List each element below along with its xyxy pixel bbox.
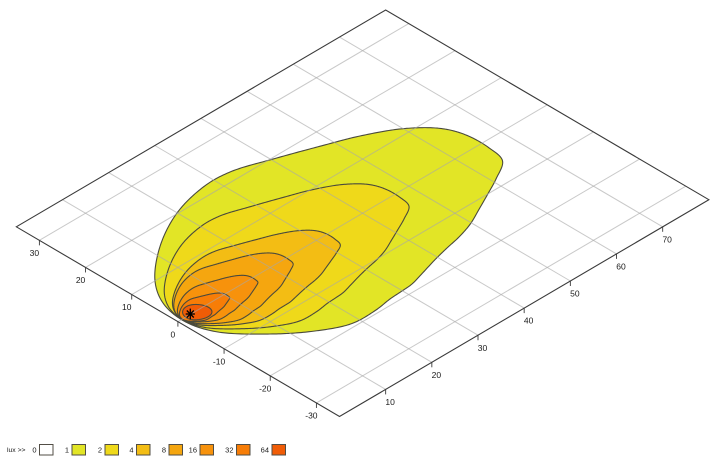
- svg-text:-30: -30: [305, 411, 318, 421]
- svg-text:0: 0: [32, 446, 36, 455]
- svg-text:60: 60: [616, 262, 626, 272]
- svg-text:-10: -10: [213, 356, 226, 366]
- svg-text:40: 40: [524, 316, 534, 326]
- svg-text:0: 0: [171, 329, 176, 339]
- svg-text:-20: -20: [259, 383, 272, 393]
- svg-text:32: 32: [225, 446, 233, 455]
- svg-text:20: 20: [76, 275, 86, 285]
- svg-text:20: 20: [432, 370, 442, 380]
- svg-text:2: 2: [98, 446, 102, 455]
- svg-text:10: 10: [385, 397, 395, 407]
- svg-text:30: 30: [30, 248, 40, 258]
- svg-text:8: 8: [162, 446, 166, 455]
- svg-text:64: 64: [261, 446, 269, 455]
- svg-text:10: 10: [122, 302, 132, 312]
- svg-text:70: 70: [662, 234, 672, 244]
- svg-text:lux >>: lux >>: [7, 447, 26, 454]
- svg-text:1: 1: [65, 446, 69, 455]
- svg-text:16: 16: [189, 446, 197, 455]
- svg-text:50: 50: [570, 289, 580, 299]
- svg-text:4: 4: [129, 446, 133, 455]
- svg-text:30: 30: [478, 343, 488, 353]
